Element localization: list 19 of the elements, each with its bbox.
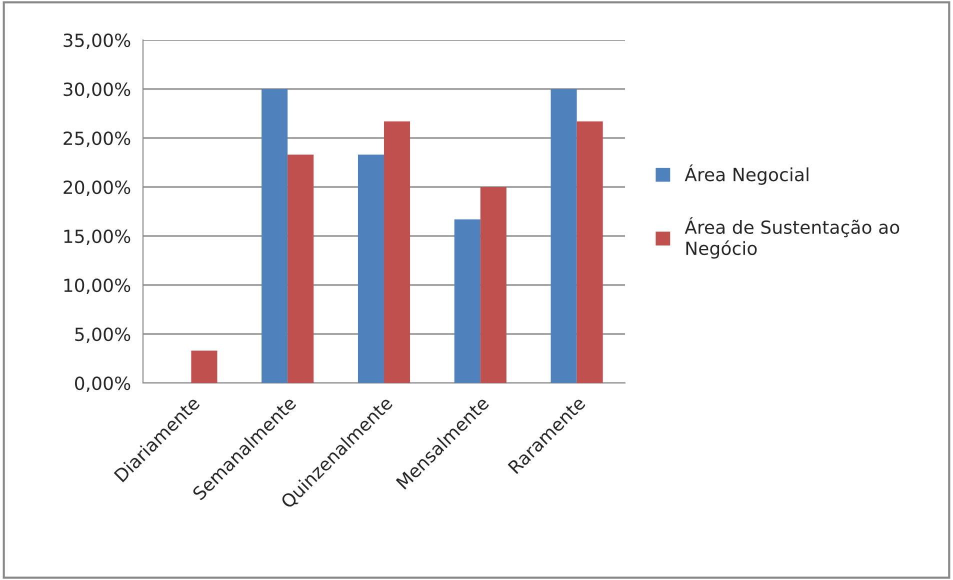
bar	[550, 89, 577, 383]
y-tick-label: 5,00%	[75, 327, 130, 343]
y-tick-label: 20,00%	[64, 180, 130, 196]
y-tick-label: 25,00%	[64, 131, 130, 147]
y-tick-label: 35,00%	[64, 33, 130, 49]
bar	[288, 154, 314, 383]
bar	[191, 350, 218, 383]
legend-label: Área Negocial	[684, 164, 808, 185]
y-tick-label: 30,00%	[64, 82, 130, 98]
legend-label: Área de Sustentação ao Negócio	[684, 217, 900, 259]
bar	[262, 89, 288, 383]
bar	[384, 121, 410, 383]
y-tick-label: 0,00%	[75, 376, 130, 392]
bar	[576, 121, 603, 383]
y-tick-label: 10,00%	[64, 278, 130, 294]
bar	[454, 219, 480, 383]
bar	[480, 187, 506, 383]
y-tick-label: 15,00%	[64, 229, 130, 245]
bar	[358, 154, 384, 383]
